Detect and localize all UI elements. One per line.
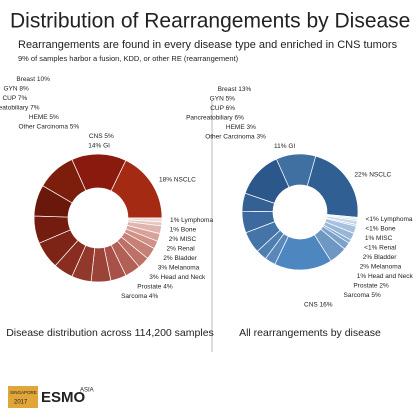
- slice-label: <1% Lymphoma: [366, 216, 413, 223]
- logo-text: ESMO: [41, 389, 86, 406]
- slice-label: 1% MISC: [365, 235, 393, 242]
- slice: [244, 158, 290, 204]
- slice-label: 1% Bone: [170, 226, 197, 233]
- slice: [42, 159, 87, 204]
- slice-label: Other Carcinoma 5%: [18, 124, 79, 131]
- slice-label: HEME 5%: [29, 114, 59, 121]
- slice-label: 14% GI: [88, 143, 110, 150]
- note: 9% of samples harbor a fusion, KDD, or o…: [18, 54, 239, 63]
- slice-label: 2% MISC: [169, 236, 197, 243]
- slice-label: Pancreatobiliary 7%: [0, 105, 40, 112]
- slice-label: 1% Lymphoma: [170, 217, 213, 224]
- slice-label: GYN 5%: [210, 95, 236, 102]
- slice-label: <1% Renal: [364, 244, 397, 251]
- slice-label: CUP 7%: [2, 95, 27, 102]
- slice-label: CNS 16%: [304, 301, 333, 308]
- slice-label: 1% Head and Neck: [357, 273, 414, 280]
- slide-title: Distribution of Rearrangements by Diseas…: [10, 10, 410, 33]
- chart-caption: Disease distribution across 114,200 samp…: [6, 327, 214, 339]
- slice-label: <1% Bone: [365, 225, 396, 232]
- logo-box: [8, 386, 38, 408]
- slice-label: HEME 3%: [226, 124, 256, 131]
- slice-label: 3% Melanoma: [158, 264, 200, 271]
- slice-label: Breast 10%: [16, 76, 50, 83]
- logo-sup: ASIA: [80, 388, 94, 394]
- logo-place: SINGAPORE: [10, 390, 37, 395]
- chart-caption: All rearrangements by disease: [239, 327, 381, 339]
- slice-label: 2% Melanoma: [360, 263, 402, 270]
- slice-label: GYN 8%: [4, 86, 30, 93]
- slice-label: 3% Head and Neck: [149, 274, 206, 281]
- slice-label: 2% Renal: [167, 245, 196, 252]
- slice-label: Sarcoma 5%: [344, 292, 381, 299]
- slice-label: 11% GI: [274, 143, 295, 150]
- slice-label: 2% Bladder: [163, 255, 197, 262]
- slice-label: 2% Bladder: [363, 254, 397, 261]
- slice-label: 22% NSCLC: [354, 171, 391, 178]
- slice-label: Prostate 2%: [353, 282, 389, 289]
- slice-label: Pancreatobiliary 6%: [186, 114, 244, 121]
- slice-label: CNS 5%: [89, 133, 114, 140]
- slice-label: Other Carcinoma 3%: [205, 133, 266, 140]
- slice-label: Sarcoma 4%: [121, 293, 158, 300]
- slice-label: Breast 13%: [218, 86, 252, 93]
- logo: SINGAPORE 2017 ESMO ASIA: [8, 386, 94, 408]
- logo-year: 2017: [14, 400, 28, 406]
- subtitle: Rearrangements are found in every diseas…: [18, 39, 398, 51]
- slice-label: 18% NSCLC: [159, 176, 196, 183]
- slice-label: CUP 6%: [210, 105, 235, 112]
- slice-label: Prostate 4%: [137, 283, 173, 290]
- slice: [306, 155, 359, 218]
